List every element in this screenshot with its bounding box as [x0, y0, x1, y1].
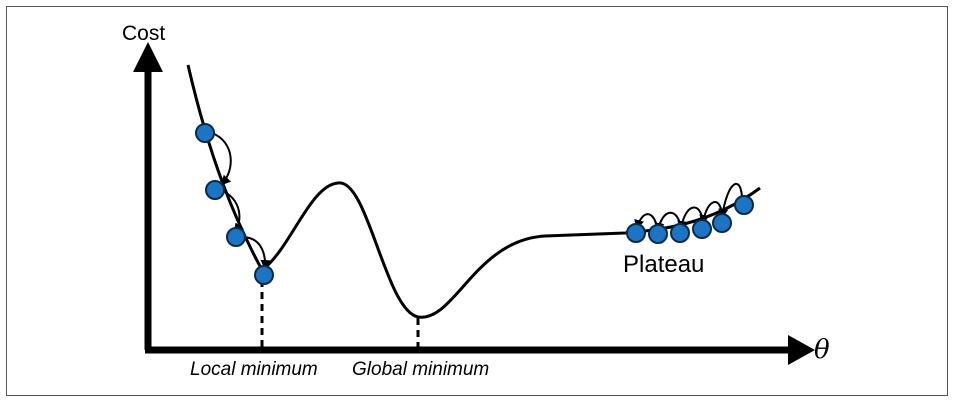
- step-arrow: [699, 201, 723, 225]
- descent-point: [195, 123, 215, 143]
- plateau-point: [626, 223, 646, 243]
- plateau-point: [712, 213, 732, 233]
- x-axis-arrowhead: [788, 335, 815, 365]
- descent-points: [195, 123, 274, 285]
- local-minimum-label: Local minimum: [190, 359, 318, 380]
- step-arrow: [220, 189, 244, 234]
- plateau-point: [670, 223, 690, 243]
- y-axis-label: Cost: [122, 22, 165, 45]
- global-minimum-label: Global minimum: [352, 359, 489, 380]
- step-arrow: [677, 206, 704, 231]
- descent-step-arrows: [211, 132, 271, 270]
- step-arrow: [241, 236, 271, 270]
- plateau-point: [648, 224, 668, 244]
- cost-curve: [186, 64, 761, 319]
- descent-point: [254, 265, 274, 285]
- descent-point: [226, 227, 246, 247]
- descent-point: [205, 180, 225, 200]
- step-arrow: [718, 182, 743, 219]
- plateau-label: Plateau: [623, 251, 704, 278]
- plateau-point: [692, 219, 712, 239]
- plateau-point: [734, 195, 754, 215]
- y-axis-arrowhead: [133, 42, 163, 72]
- figure-frame: [6, 6, 948, 396]
- plateau-points: [626, 195, 754, 244]
- x-axis-label: θ: [814, 335, 830, 365]
- step-arrow: [211, 132, 232, 186]
- axes: [133, 42, 815, 365]
